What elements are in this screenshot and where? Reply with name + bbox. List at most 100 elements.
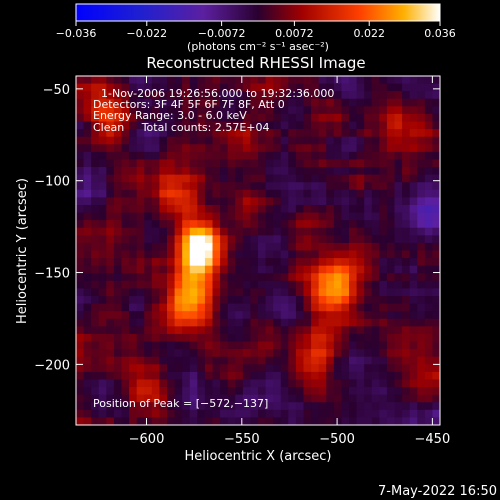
heatmap-cell (394, 174, 403, 183)
heatmap-cell (106, 83, 115, 92)
heatmap-cell (258, 204, 267, 214)
heatmap-cell (197, 318, 206, 327)
heatmap-cell (402, 333, 411, 343)
heatmap-cell (417, 212, 426, 221)
heatmap-cell (113, 333, 122, 343)
heatmap-cell (250, 296, 259, 305)
heatmap-cell (409, 417, 418, 426)
heatmap-cell (379, 189, 388, 198)
heatmap-cell (303, 311, 312, 320)
heatmap-cell (409, 197, 418, 206)
heatmap-cell (83, 341, 92, 350)
heatmap-cell (409, 174, 418, 183)
heatmap-cell (386, 167, 395, 176)
heatmap-cell (417, 204, 426, 214)
heatmap-cell (235, 318, 244, 327)
heatmap-cell (182, 387, 191, 396)
heatmap-cell (341, 212, 350, 221)
heatmap-cell (227, 83, 236, 92)
heatmap-cell (379, 144, 388, 153)
heatmap-cell (311, 159, 320, 168)
heatmap-cell (106, 303, 115, 312)
heatmap-cell (98, 364, 107, 373)
heatmap-cell (402, 121, 411, 130)
heatmap-cell (318, 167, 327, 176)
heatmap-cell (258, 182, 267, 191)
heatmap-cell (174, 144, 183, 153)
heatmap-cell (106, 311, 115, 320)
heatmap-cell (280, 341, 289, 350)
heatmap-cell (144, 364, 153, 373)
heatmap-cell (227, 303, 236, 312)
heatmap-cell (91, 204, 100, 214)
heatmap-cell (424, 76, 433, 85)
heatmap-cell (258, 296, 267, 305)
heatmap-cell (288, 280, 297, 289)
heatmap-cell (167, 167, 176, 176)
heatmap-cell (273, 379, 282, 388)
heatmap-cell (341, 349, 350, 358)
heatmap-cell (379, 417, 388, 426)
heatmap-cell (167, 174, 176, 183)
heatmap-cell (106, 280, 115, 289)
heatmap-cell (182, 409, 191, 418)
heatmap-cell (318, 311, 327, 320)
heatmap-cell (432, 258, 441, 267)
heatmap-cell (182, 212, 191, 221)
heatmap-cell (91, 341, 100, 350)
heatmap-cell (220, 265, 229, 274)
heatmap-cell (432, 303, 441, 312)
heatmap-cell (417, 296, 426, 305)
heatmap-cell (91, 280, 100, 289)
heatmap-cell (174, 417, 183, 426)
heatmap-cell (242, 182, 251, 191)
heatmap-cell (159, 98, 168, 107)
y-tick-label: −100 (34, 175, 70, 190)
heatmap-cell (394, 311, 403, 320)
heatmap-cell (98, 189, 107, 198)
heatmap-cell (379, 387, 388, 396)
heatmap-cell (212, 129, 221, 138)
heatmap-cell (356, 280, 365, 289)
heatmap-cell (379, 235, 388, 244)
y-axis: −50−100−150−200 (34, 83, 440, 373)
heatmap-cell (76, 91, 85, 100)
heatmap-cell (424, 167, 433, 176)
heatmap-cell (227, 371, 236, 380)
heatmap-cell (394, 280, 403, 289)
heatmap-cell (349, 129, 358, 138)
heatmap-cell (242, 91, 251, 100)
heatmap-cell (364, 326, 373, 335)
heatmap-cell (265, 174, 274, 183)
heatmap-cell (280, 98, 289, 107)
heatmap-cell (91, 189, 100, 198)
heatmap-cell (220, 250, 229, 259)
heatmap-cell (402, 273, 411, 282)
x-tick-label: −550 (224, 432, 260, 447)
heatmap-cell (364, 288, 373, 297)
heatmap-cell (174, 333, 183, 343)
heatmap-cell (242, 151, 251, 160)
heatmap-cell (220, 227, 229, 236)
heatmap-cell (167, 106, 176, 115)
heatmap-cell (227, 144, 236, 153)
heatmap-cell (174, 379, 183, 388)
heatmap-cell (204, 189, 213, 198)
heatmap-cell (83, 167, 92, 176)
heatmap-cell (402, 387, 411, 396)
heatmap-cell (174, 402, 183, 411)
heatmap-cell (136, 235, 145, 244)
heatmap-cell (333, 250, 342, 259)
heatmap-cell (265, 182, 274, 191)
heatmap-cell (212, 113, 221, 123)
heatmap-cell (402, 364, 411, 373)
heatmap-cell (83, 83, 92, 92)
heatmap-cell (311, 258, 320, 267)
heatmap-cell (311, 265, 320, 274)
heatmap-cell (76, 242, 85, 251)
heatmap-cell (258, 326, 267, 335)
heatmap-cell (318, 417, 327, 426)
heatmap-cell (235, 212, 244, 221)
heatmap-cell (250, 167, 259, 176)
heatmap-cell (295, 250, 304, 259)
